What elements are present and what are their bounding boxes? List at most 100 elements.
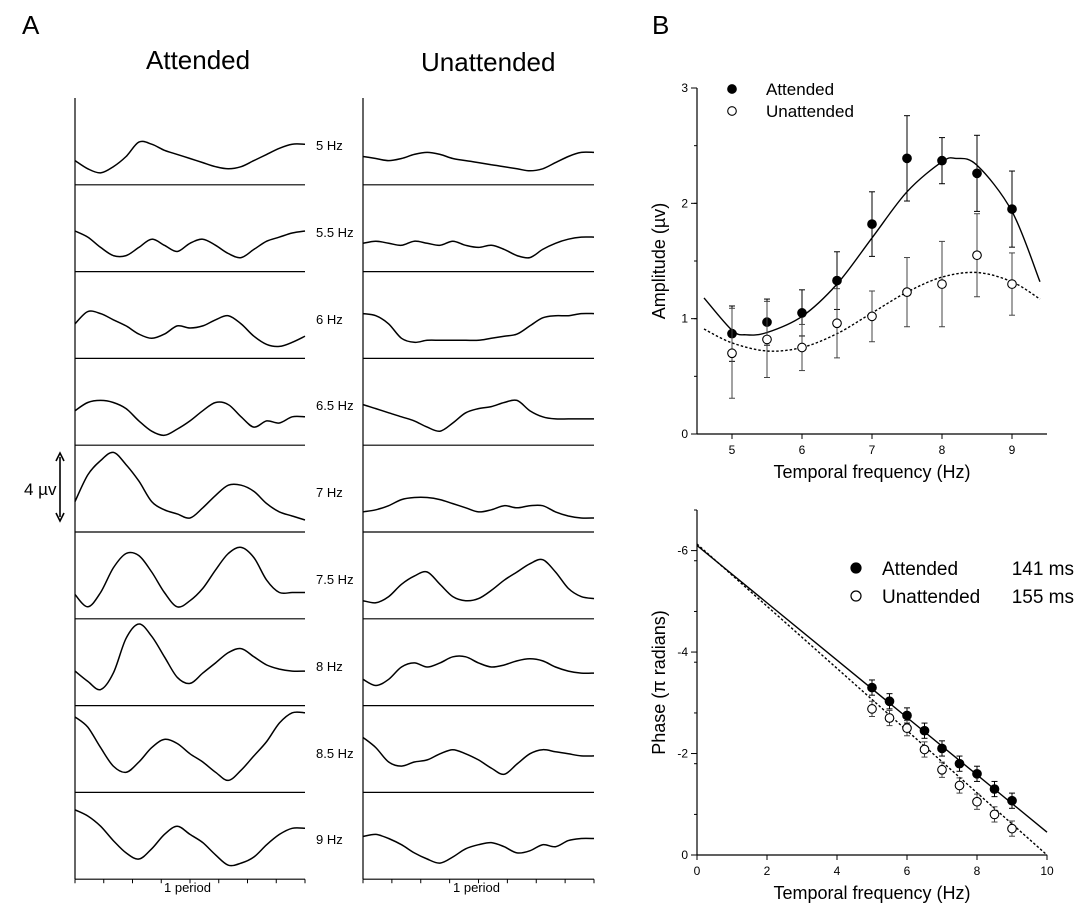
data-point-unattended (1007, 279, 1017, 289)
panel-b-letter: B (652, 10, 670, 40)
attended-column-title: Attended (146, 45, 251, 75)
unattended-column-title: Unattended (421, 47, 556, 77)
frequency-label: 9 Hz (316, 832, 343, 848)
trace-attended-8.5-hz (74, 711, 306, 782)
attended-period-label: 1 period (164, 880, 211, 895)
scale-bar-label: 4 µv (24, 480, 57, 499)
trace-unattended-6-hz (362, 312, 595, 344)
data-point-unattended (902, 287, 912, 297)
trace-unattended-5.5-hz (362, 236, 595, 259)
trace-attended-7.5-hz (74, 546, 305, 608)
unattended-period-label: 1 period (453, 880, 500, 895)
x-tick-label: 9 (1009, 443, 1016, 457)
x-axis-label: Temporal frequency (Hz) (773, 883, 970, 903)
frequency-label: 8.5 Hz (316, 745, 354, 761)
data-point-unattended (972, 250, 982, 261)
data-point-unattended (972, 796, 982, 807)
frequency-label: 5 Hz (316, 138, 343, 153)
legend-label-attended: Attended (766, 80, 834, 99)
x-axis-label: Temporal frequency (Hz) (773, 462, 970, 482)
data-point-unattended (919, 744, 930, 755)
y-tick-label: 0 (681, 848, 688, 862)
x-tick-label: 2 (764, 864, 771, 878)
x-tick-label: 8 (974, 864, 981, 878)
trace-attended-5-hz (74, 140, 306, 174)
legend-marker-unattended (850, 590, 862, 602)
amplitude-chart: 5 6 7 8 9 0 1 2 3 Temporal frequency (Hz) Amplitud… (649, 80, 1047, 482)
trace-unattended-8.5-hz (362, 736, 595, 776)
legend-latency-attended: 141 ms (1012, 559, 1074, 580)
scale-bar-arrow-up (55, 451, 65, 462)
phase-chart: 0 2 4 6 8 10 0 -2 -4 -6 Temporal frequency (Hz) Pha… (649, 509, 1074, 903)
data-point-attended (954, 758, 965, 769)
x-tick-label: 10 (1040, 864, 1054, 878)
legend-marker-unattended (727, 106, 737, 116)
y-tick-label: -2 (677, 747, 688, 761)
data-point-attended (937, 155, 947, 166)
x-tick-label: 4 (834, 864, 841, 878)
y-tick-label: -4 (677, 645, 688, 659)
data-point-attended (937, 743, 947, 754)
data-point-unattended (884, 713, 895, 723)
data-point-unattended (989, 809, 1000, 820)
data-point-unattended (937, 764, 947, 775)
data-point-unattended (1007, 823, 1017, 834)
fit-line-unattended (696, 543, 1048, 856)
x-tick-label: 0 (694, 864, 701, 878)
trace-unattended-9-hz (362, 833, 595, 864)
y-axis-label: Phase (π radians) (649, 610, 669, 754)
frequency-label: 7.5 Hz (316, 572, 354, 587)
trace-unattended-8-hz (362, 655, 595, 687)
data-point-attended (919, 725, 930, 736)
legend-label-attended: Attended (882, 559, 958, 580)
data-point-unattended (762, 334, 772, 345)
legend-marker-attended (727, 84, 737, 94)
frequency-label: 5.5 Hz (316, 224, 354, 240)
frequency-label: 6.5 Hz (316, 398, 354, 414)
legend-latency-unattended: 155 ms (1012, 587, 1074, 608)
legend-marker-attended (850, 562, 862, 574)
x-tick-label: 5 (729, 443, 736, 457)
x-tick-label: 7 (869, 443, 876, 457)
data-point-attended (832, 275, 842, 286)
x-tick-label: 8 (939, 443, 946, 457)
data-point-attended (867, 219, 877, 229)
frequency-label: 7 Hz (316, 485, 343, 501)
trace-attended-5.5-hz (74, 230, 306, 259)
trace-attended-9-hz (74, 809, 306, 867)
data-point-attended (1007, 795, 1017, 806)
data-point-unattended (867, 704, 877, 714)
x-tick-label: 6 (904, 864, 911, 878)
trace-attended-7-hz (74, 451, 306, 521)
data-point-attended (867, 682, 877, 693)
data-point-unattended (902, 723, 912, 734)
legend-label-unattended: Unattended (766, 102, 854, 121)
y-tick-label: 3 (681, 81, 688, 95)
y-tick-label: 1 (681, 312, 688, 326)
y-tick-label: -6 (677, 544, 688, 558)
y-tick-label: 0 (681, 427, 688, 441)
data-point-unattended (954, 780, 965, 791)
data-point-attended (972, 168, 982, 179)
data-point-attended (797, 308, 807, 318)
data-point-attended (902, 710, 912, 721)
data-point-attended (989, 784, 1000, 794)
frequency-label: 8 Hz (316, 658, 343, 674)
data-point-unattended (937, 279, 947, 289)
data-point-unattended (797, 342, 807, 353)
panel-a-letter: A (22, 10, 40, 40)
data-point-attended (884, 696, 895, 707)
trace-attended-8-hz (74, 623, 306, 691)
data-point-unattended (727, 348, 737, 359)
data-point-attended (902, 153, 912, 164)
legend-label-unattended: Unattended (882, 587, 980, 608)
data-point-unattended (832, 318, 842, 329)
scale-bar-arrow-down (55, 512, 65, 523)
trace-unattended-5-hz (362, 151, 595, 172)
trace-unattended-7-hz (362, 496, 595, 519)
trace-attended-6-hz (74, 310, 306, 348)
data-point-attended (1007, 204, 1017, 214)
data-point-unattended (867, 311, 877, 322)
frequency-label: 6 Hz (316, 311, 343, 327)
y-axis-label: Amplitude (µv) (649, 203, 669, 319)
